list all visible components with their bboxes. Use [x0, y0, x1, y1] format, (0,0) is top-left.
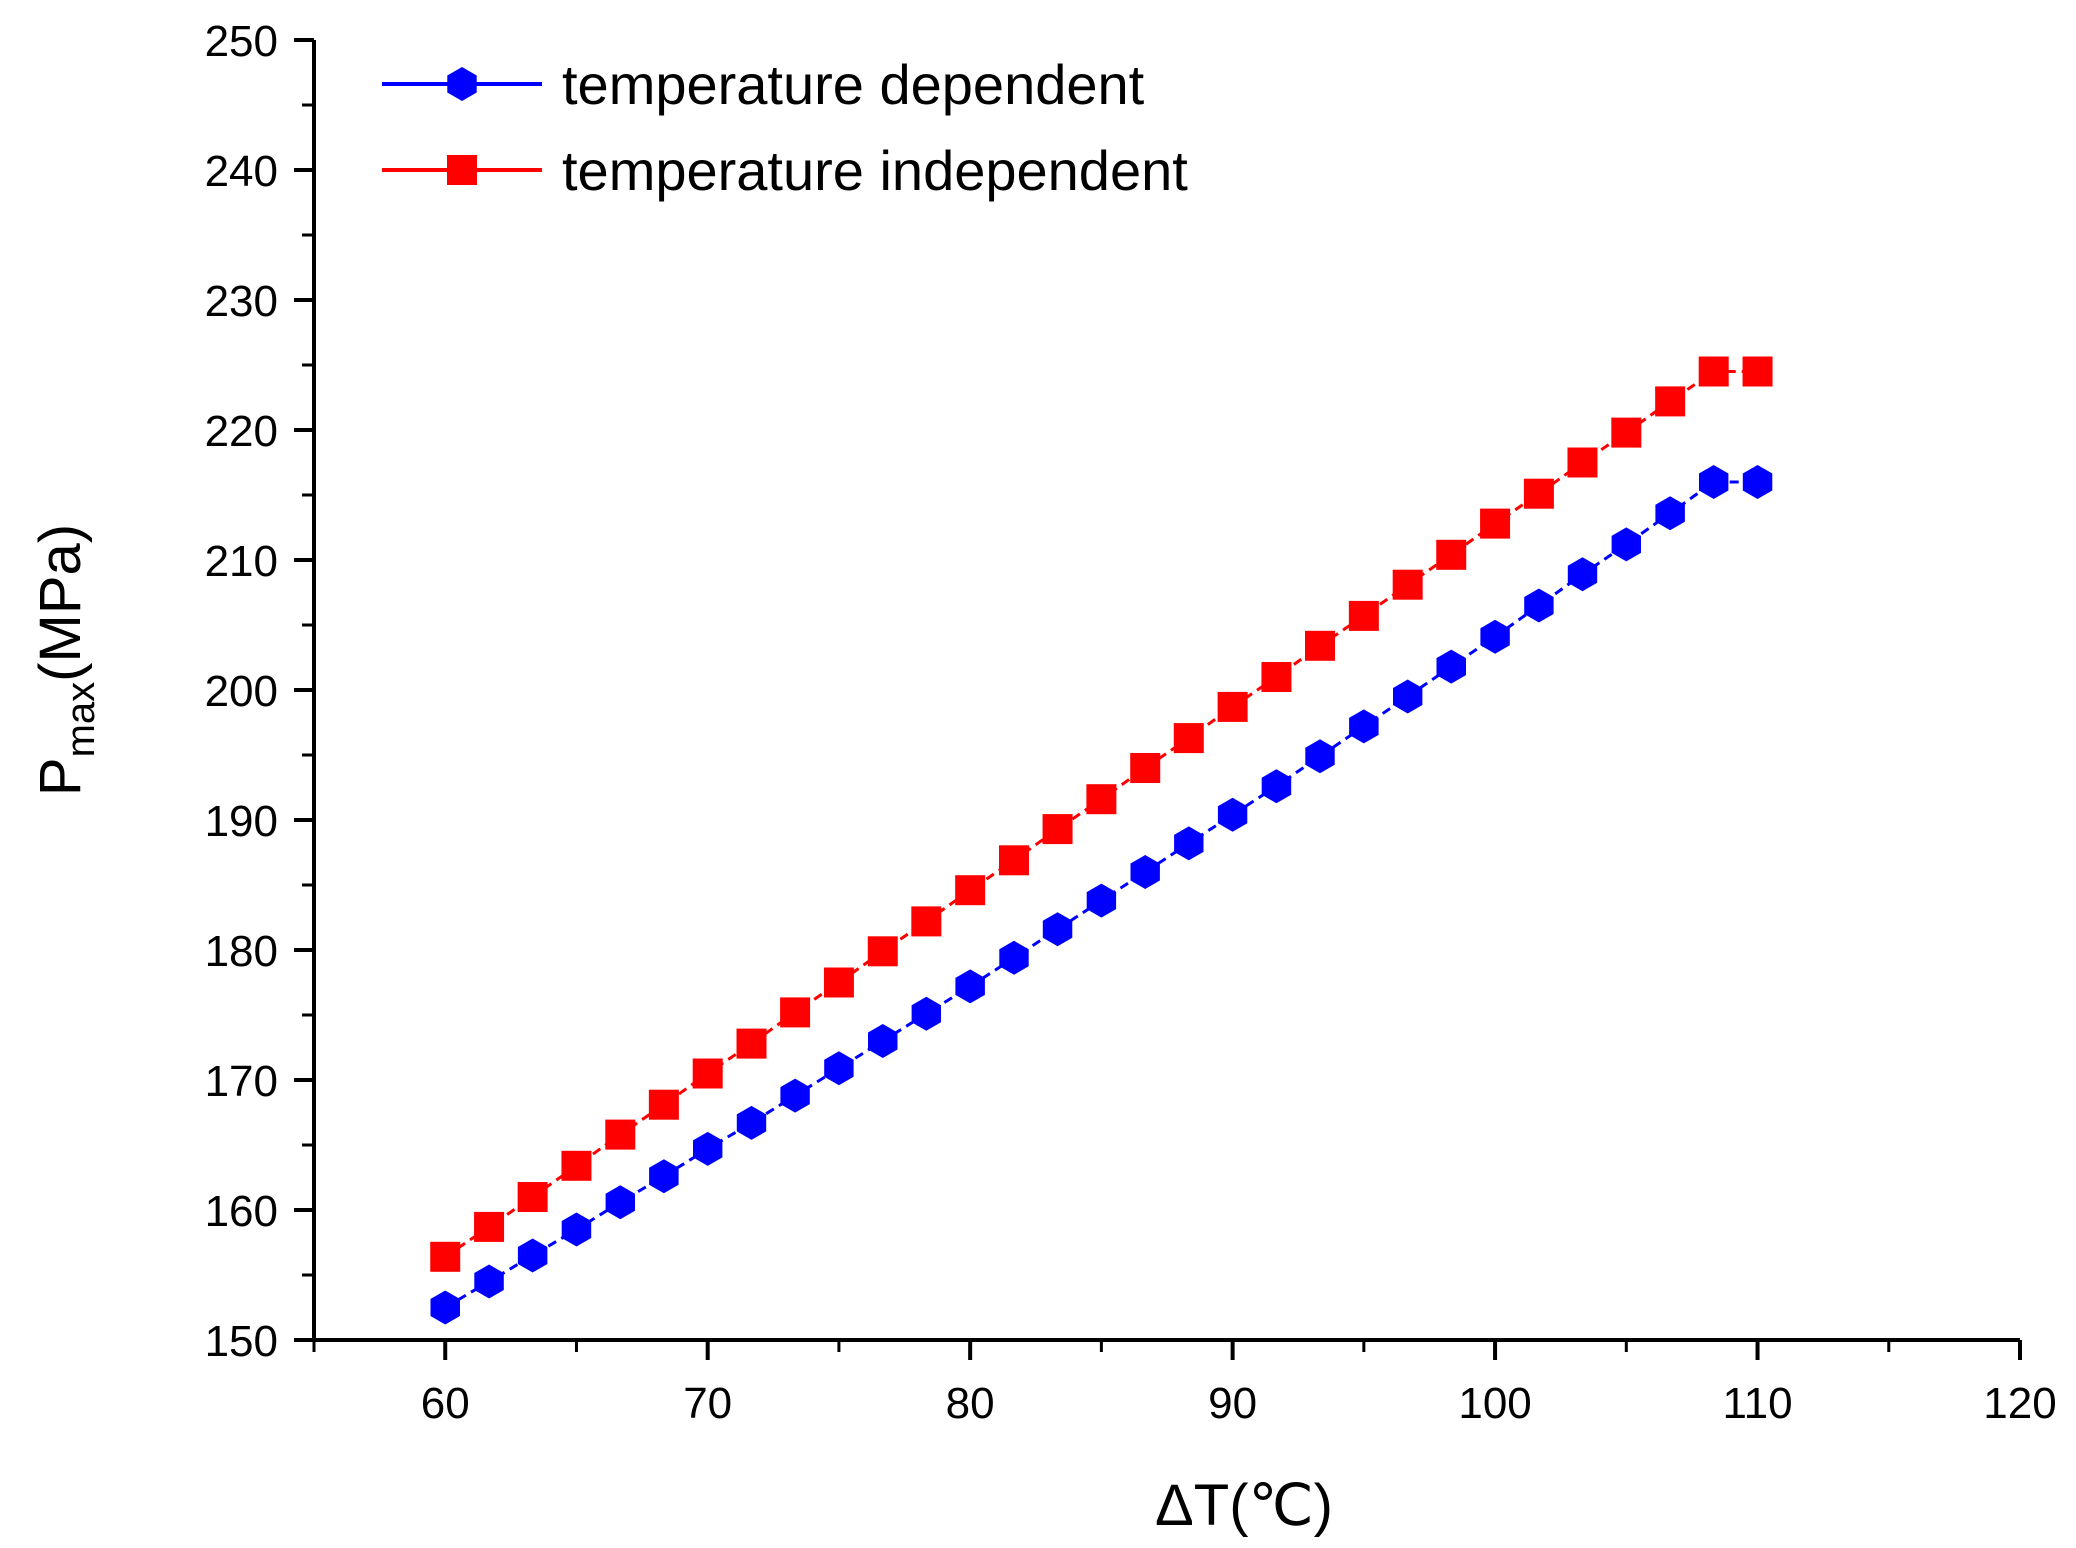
y-tick-label: 230	[205, 277, 278, 326]
y-tick-label: 160	[205, 1187, 278, 1236]
data-point	[1699, 465, 1729, 499]
data-point	[1261, 769, 1292, 804]
legend-marker	[447, 67, 477, 101]
y-tick-label: 190	[205, 797, 278, 846]
data-point	[1742, 356, 1773, 387]
y-tick-label: 200	[205, 667, 278, 716]
data-point	[736, 1028, 767, 1059]
data-point	[1348, 600, 1379, 631]
data-point	[693, 1131, 723, 1166]
x-axis-title: ΔT(℃)	[1155, 1473, 1333, 1538]
data-point	[561, 1212, 592, 1247]
data-point	[1217, 797, 1248, 832]
y-tick-label: 180	[205, 927, 278, 976]
data-point	[955, 875, 986, 906]
x-tick-label: 60	[421, 1379, 470, 1428]
data-point	[1349, 709, 1379, 744]
data-point	[1567, 557, 1598, 592]
data-point	[474, 1264, 504, 1299]
tick-labels: 60 70 80 90 100 110 120 150 160 170 180 190 200 210 22…	[205, 17, 2057, 1428]
axes	[312, 40, 2020, 1342]
data-point	[517, 1238, 548, 1273]
data-point	[1261, 662, 1292, 692]
data-point	[649, 1159, 679, 1194]
data-point	[736, 1105, 767, 1140]
x-tick-label: 70	[683, 1379, 732, 1428]
y-axis-title-unit: (MPa)	[28, 524, 93, 682]
data-point	[648, 1089, 679, 1120]
data-point	[1130, 855, 1160, 889]
data-point	[1130, 753, 1161, 783]
data-point	[999, 940, 1029, 975]
axis-ticks	[294, 38, 2022, 1360]
data-point	[911, 996, 941, 1031]
data-point	[430, 1290, 460, 1325]
legend-label: temperature dependent	[562, 53, 1145, 116]
data-point	[1611, 417, 1642, 448]
legend-item: temperature dependent	[382, 53, 1145, 116]
data-point	[1524, 588, 1554, 623]
data-point	[911, 906, 942, 937]
data-point	[1174, 826, 1204, 861]
data-point	[1217, 691, 1248, 722]
data-point	[1086, 784, 1117, 815]
data-point	[605, 1185, 635, 1220]
y-tick-label: 250	[205, 17, 278, 66]
data-point	[1655, 386, 1686, 417]
data-point	[1567, 447, 1598, 478]
data-point	[867, 936, 898, 967]
data-point	[517, 1182, 548, 1212]
x-tick-label: 90	[1208, 1379, 1257, 1428]
y-axis-title-main: P	[28, 757, 93, 796]
data-point	[605, 1119, 636, 1150]
y-tick-label: 240	[205, 147, 278, 196]
y-tick-label: 220	[205, 407, 278, 456]
data-point	[474, 1211, 505, 1242]
y-axis-title: Pmax(MPa)	[28, 524, 103, 796]
y-tick-label: 170	[205, 1057, 278, 1106]
legend: temperature dependent temperature indepen…	[382, 53, 1188, 202]
data-point	[430, 1241, 461, 1272]
data-point	[955, 969, 985, 1004]
data-point	[1611, 527, 1641, 562]
series-temperature-dependent	[430, 465, 1773, 1325]
x-tick-label: 80	[946, 1379, 995, 1428]
data-point	[1480, 508, 1511, 539]
data-point	[780, 1078, 810, 1113]
data-point	[1305, 630, 1336, 661]
data-point	[1173, 723, 1204, 754]
data-point	[1393, 679, 1423, 714]
data-point	[1436, 539, 1467, 570]
data-point	[692, 1058, 723, 1089]
data-point	[1655, 496, 1685, 531]
y-tick-label: 150	[205, 1317, 278, 1366]
legend-item: temperature independent	[382, 139, 1188, 202]
data-point	[1742, 465, 1773, 499]
data-point	[1042, 912, 1073, 947]
data-point	[1392, 569, 1423, 600]
data-point	[824, 1051, 854, 1086]
data-point	[780, 997, 811, 1028]
data-point	[1436, 649, 1466, 684]
data-point	[823, 967, 854, 998]
data-point	[998, 845, 1029, 876]
legend-label: temperature independent	[562, 139, 1188, 202]
plot-area	[430, 356, 1773, 1325]
x-tick-label: 100	[1458, 1379, 1531, 1428]
series-temperature-independent	[430, 356, 1773, 1272]
x-tick-label: 110	[1722, 1379, 1792, 1428]
data-point	[561, 1150, 592, 1181]
y-tick-label: 210	[205, 537, 278, 586]
data-point	[1480, 619, 1510, 654]
data-point	[868, 1024, 898, 1058]
data-point	[1042, 814, 1073, 845]
data-point	[1698, 356, 1729, 387]
data-point	[1305, 739, 1335, 774]
data-point	[1523, 478, 1554, 509]
x-tick-label: 120	[1983, 1379, 2056, 1428]
data-point	[1086, 883, 1117, 918]
y-axis-title-sub: max	[59, 682, 103, 758]
legend-marker	[447, 155, 477, 185]
